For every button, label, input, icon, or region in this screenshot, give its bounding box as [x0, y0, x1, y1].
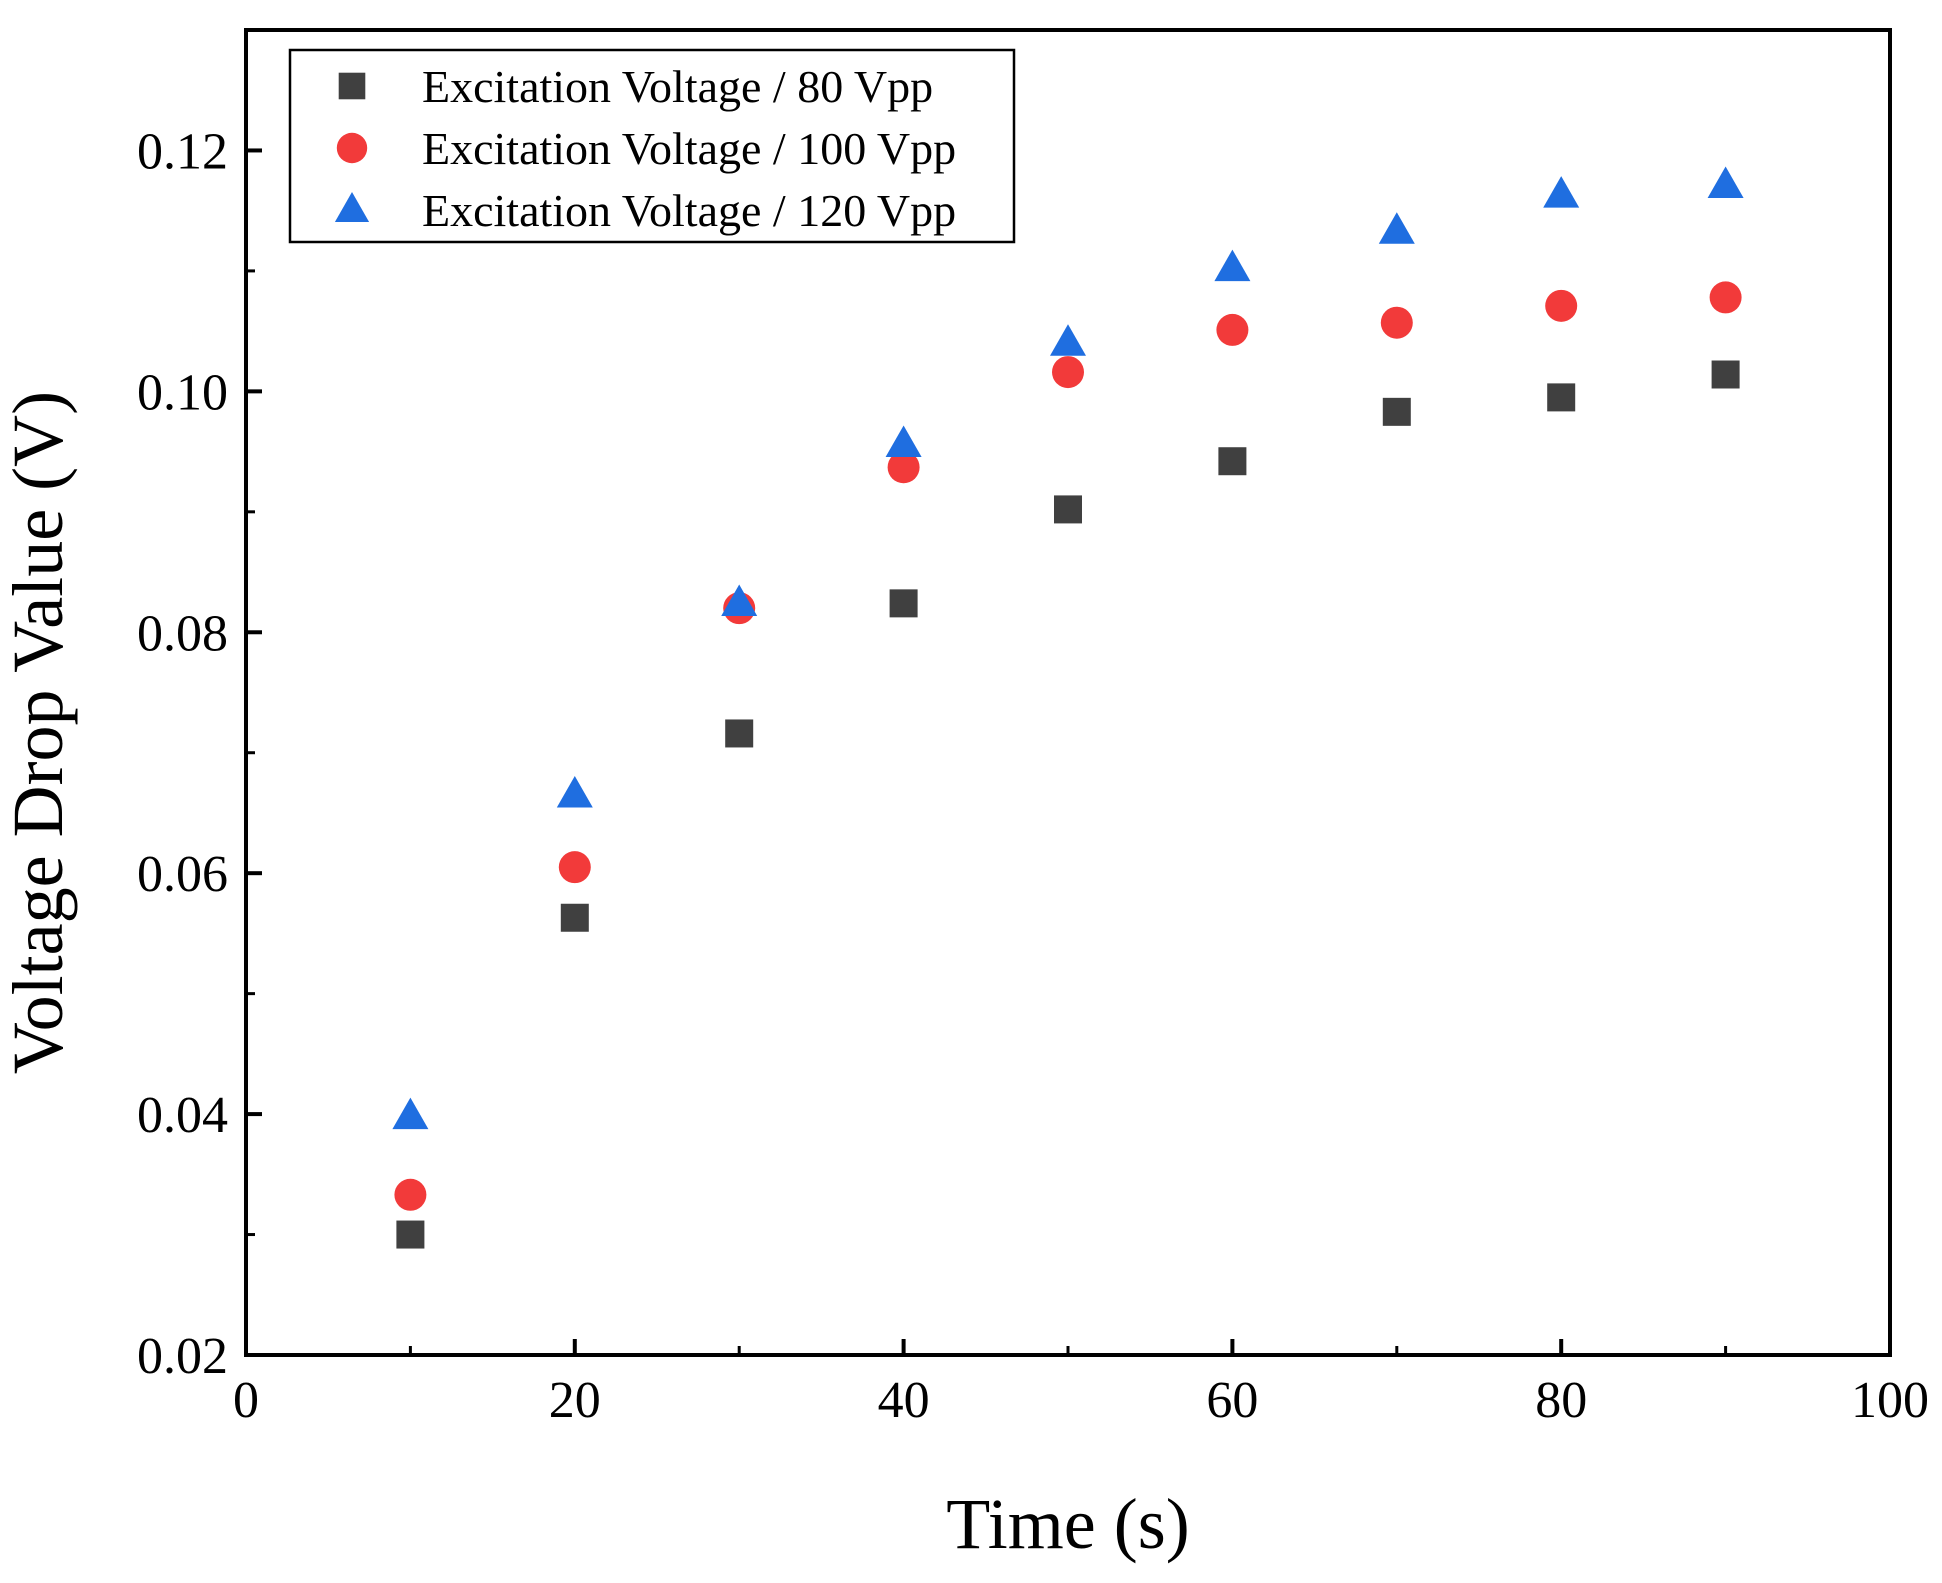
y-tick-label: 0.06 [137, 846, 228, 903]
data-point-triangle [721, 584, 758, 616]
data-point-triangle [1050, 324, 1086, 356]
x-axis-title: Time (s) [946, 1484, 1189, 1564]
data-point-circle [1709, 281, 1742, 314]
data-point-triangle [885, 425, 922, 457]
data-point-triangle [392, 1097, 429, 1130]
x-tick-label: 40 [878, 1372, 930, 1429]
data-point-square [1382, 397, 1411, 426]
data-point-square [1054, 495, 1082, 524]
y-tick-label: 0.08 [137, 605, 228, 662]
data-point-circle [1380, 306, 1413, 339]
series-square [396, 360, 1740, 1249]
data-point-triangle [1378, 212, 1415, 244]
data-point-square [725, 719, 754, 748]
y-tick-label: 0.10 [137, 364, 228, 421]
x-tick-label: 100 [1851, 1372, 1929, 1429]
legend-marker-square [338, 72, 366, 100]
data-point-square [889, 589, 918, 618]
y-tick-label: 0.12 [137, 123, 228, 180]
series-triangle [392, 166, 1744, 1130]
data-point-circle [394, 1178, 427, 1211]
x-tick-label: 20 [549, 1372, 601, 1429]
y-axis-title: Voltage Drop Value (V) [0, 391, 78, 1074]
data-point-square [560, 903, 589, 932]
legend-label: Excitation Voltage / 80 Vpp [422, 61, 933, 112]
legend-label: Excitation Voltage / 100 Vpp [422, 123, 956, 174]
data-point-triangle [1214, 249, 1251, 282]
data-point-triangle [556, 775, 593, 808]
x-tick-label: 60 [1206, 1372, 1258, 1429]
data-point-circle [558, 851, 591, 884]
y-tick-label: 0.04 [137, 1087, 228, 1144]
data-point-square [1218, 447, 1247, 476]
data-point-triangle [1543, 176, 1580, 208]
y-tick-label: 0.02 [137, 1328, 228, 1385]
data-point-circle [887, 451, 920, 484]
legend-label: Excitation Voltage / 120 Vpp [422, 185, 956, 236]
x-tick-label: 0 [233, 1372, 259, 1429]
data-point-square [396, 1220, 425, 1249]
data-point-square [1547, 383, 1576, 412]
legend-marker-triangle [334, 192, 370, 222]
x-tick-label: 80 [1535, 1372, 1587, 1429]
data-point-circle [1052, 356, 1084, 389]
data-point-square [1711, 360, 1740, 389]
legend-marker-circle [336, 132, 368, 164]
legend: Excitation Voltage / 80 Vpp Excitation Vo… [288, 48, 1016, 244]
axis-ticks: 0 20 40 60 80 100 0.02 0.04 0.06 0.08 0.10 0.12 [137, 123, 1929, 1429]
data-point-circle [1545, 289, 1578, 322]
data-point-circle [1216, 313, 1249, 346]
data-point-triangle [1707, 166, 1744, 198]
legend-box [288, 48, 1016, 244]
data-marks [392, 166, 1744, 1249]
